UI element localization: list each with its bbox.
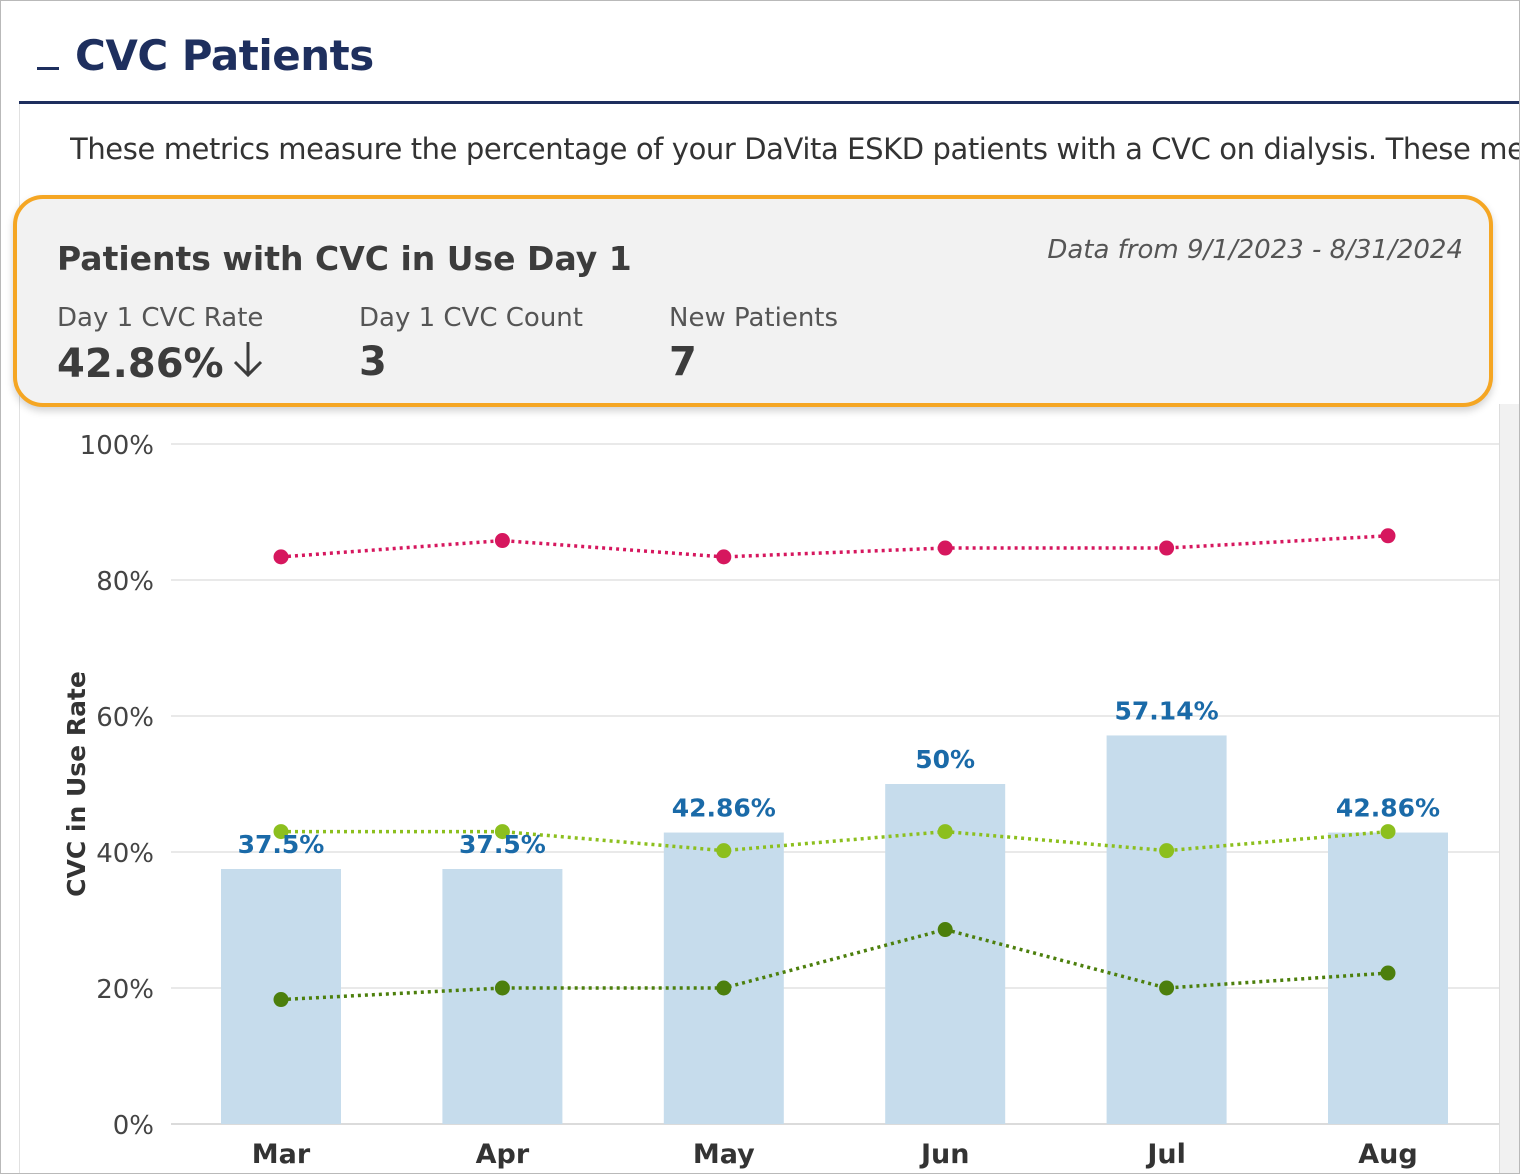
metric-value: 42.86% xyxy=(57,341,224,387)
metric-value: 7 xyxy=(669,339,697,385)
y-axis-title: CVC in Use Rate xyxy=(62,671,91,897)
series-point xyxy=(273,824,289,840)
series-point xyxy=(494,533,510,549)
y-tick-label: 60% xyxy=(96,703,154,733)
series-point xyxy=(937,922,953,938)
series-point xyxy=(494,824,510,840)
section-content: These metrics measure the percentage of … xyxy=(19,104,1520,1173)
kpi-card[interactable]: Patients with CVC in Use Day 1 Data from… xyxy=(13,195,1493,407)
series-point xyxy=(273,549,289,565)
y-tick-label: 0% xyxy=(113,1111,154,1141)
metric-day1-cvc-count: Day 1 CVC Count 3 xyxy=(359,303,583,385)
series-line xyxy=(281,829,1389,853)
y-tick-label: 100% xyxy=(80,431,154,461)
kpi-title: Patients with CVC in Use Day 1 xyxy=(57,239,632,278)
bar-data-label: 42.86% xyxy=(1336,794,1440,823)
bar-data-label: 42.86% xyxy=(672,794,776,823)
bar xyxy=(442,869,563,1124)
metric-value: 3 xyxy=(359,339,387,385)
minus-icon[interactable] xyxy=(29,47,73,87)
section-title: CVC Patients xyxy=(75,31,374,80)
side-scroll-track[interactable] xyxy=(1499,404,1519,1173)
metric-value-wrap: 42.86% xyxy=(57,339,264,389)
x-tick-label: Aug xyxy=(1358,1139,1417,1170)
metric-new-patients: New Patients 7 xyxy=(669,303,838,385)
y-tick-label: 80% xyxy=(96,567,154,597)
series-point xyxy=(716,549,732,565)
series-point xyxy=(1159,980,1175,996)
metric-label: Day 1 CVC Rate xyxy=(57,303,264,333)
series-point xyxy=(716,980,732,996)
section-header: CVC Patients xyxy=(19,19,1519,104)
series-line xyxy=(280,927,1389,1002)
bar-data-label: 37.5% xyxy=(459,830,546,859)
series-point xyxy=(937,824,953,840)
metric-day1-cvc-rate: Day 1 CVC Rate 42.86% xyxy=(57,303,264,389)
series-point xyxy=(494,980,510,996)
series-point xyxy=(716,843,732,859)
series-point xyxy=(1159,540,1175,556)
bar-data-label: 37.5% xyxy=(238,830,325,859)
bar-data-label: 57.14% xyxy=(1115,696,1219,725)
metric-label: New Patients xyxy=(669,303,839,333)
y-tick-label: 20% xyxy=(96,975,154,1005)
series-point xyxy=(1380,965,1396,981)
series-point xyxy=(1159,843,1175,859)
series-point xyxy=(1380,824,1396,840)
series-point xyxy=(937,540,953,556)
y-tick-label: 40% xyxy=(96,839,154,869)
bar-data-label: 50% xyxy=(915,745,975,774)
x-tick-label: Jul xyxy=(1145,1139,1186,1170)
metric-label: Day 1 CVC Count xyxy=(359,303,583,333)
kpi-date-range: Data from 9/1/2023 - 8/31/2024 xyxy=(1047,235,1463,265)
series-point xyxy=(273,992,289,1008)
bar xyxy=(885,784,1006,1124)
arrow-down-icon xyxy=(232,339,264,389)
x-tick-label: Mar xyxy=(252,1139,311,1170)
x-tick-label: May xyxy=(693,1139,755,1170)
series-point xyxy=(1380,528,1396,544)
x-tick-label: Apr xyxy=(476,1139,530,1170)
series-line xyxy=(280,534,1389,559)
bar xyxy=(1106,735,1227,1124)
x-tick-label: Jun xyxy=(919,1139,970,1170)
section-description: These metrics measure the percentage of … xyxy=(70,132,1520,166)
